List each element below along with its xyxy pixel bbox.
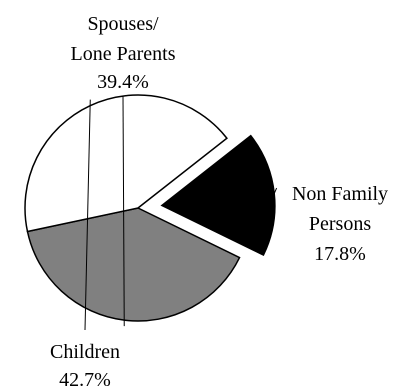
slice-value-spouses: 39.4%	[97, 71, 149, 93]
slice-labels: Spouses/ Lone Parents 39.4% Non Family P…	[50, 13, 388, 391]
slice-label-spouses-line1: Spouses/	[87, 13, 159, 35]
slice-label-nonfamily-line2: Persons	[309, 213, 371, 235]
leader-line-nonfamily	[267, 187, 278, 209]
slice-label-spouses-line2: Lone Parents	[71, 43, 176, 65]
slice-value-nonfamily: 17.8%	[314, 243, 366, 265]
leader-line-children	[84, 99, 91, 331]
leader-line-spouses	[122, 95, 125, 327]
slice-label-nonfamily-line1: Non Family	[292, 183, 388, 205]
slice-label-children-line1: Children	[50, 341, 120, 363]
slice-value-children: 42.7%	[59, 369, 111, 391]
pie-slices	[24, 94, 276, 322]
leader-lines	[84, 95, 278, 331]
